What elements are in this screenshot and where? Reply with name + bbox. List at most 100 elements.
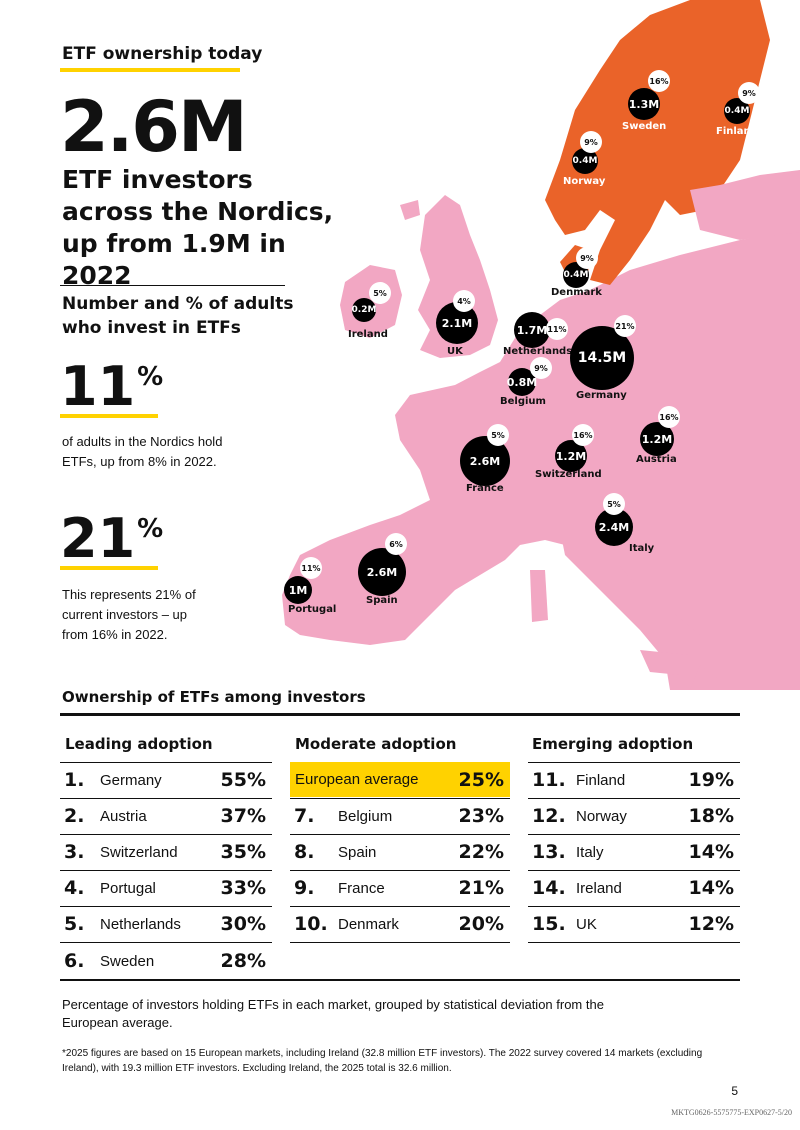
bubble-france: 2.6M <box>460 436 510 486</box>
rank: 13. <box>532 841 566 863</box>
map-nordics <box>545 0 770 285</box>
stat-investors-desc: This represents 21% of current investors… <box>62 587 196 642</box>
table-row: 2. Austria 37% <box>64 798 272 834</box>
pct-netherlands: 11% <box>546 318 568 340</box>
map-italy <box>560 530 740 690</box>
label-austria: Austria <box>636 454 677 465</box>
rank: 4. <box>64 877 85 899</box>
table-row: 10. Denmark 20% <box>294 906 510 942</box>
row-divider <box>290 870 510 871</box>
page-number: 5 <box>731 1084 738 1098</box>
col-leading-rule <box>60 762 272 763</box>
label-norway: Norway <box>563 176 606 187</box>
country-name: Austria <box>100 807 147 825</box>
value: 21% <box>458 877 504 899</box>
divider <box>60 285 285 286</box>
value: 30% <box>220 913 266 935</box>
row-divider <box>60 834 272 835</box>
rank: 12. <box>532 805 566 827</box>
stat-investors-pct: 21% <box>60 512 163 566</box>
map-sardinia <box>530 570 548 622</box>
value: 37% <box>220 805 266 827</box>
col-moderate-heading: Moderate adoption <box>295 735 457 753</box>
row-divider <box>290 942 510 943</box>
row-divider <box>290 906 510 907</box>
metric-title: Number and % of adults who invest in ETF… <box>62 294 294 338</box>
pct-germany: 21% <box>614 315 636 337</box>
country-name: Denmark <box>338 915 399 933</box>
pct-denmark: 9% <box>576 247 598 269</box>
value: 33% <box>220 877 266 899</box>
section-label: ETF ownership today <box>62 44 263 64</box>
european-average-row: European average 25% <box>290 762 510 797</box>
rank: 9. <box>294 877 315 899</box>
pct-austria: 16% <box>658 406 680 428</box>
map-continental-europe <box>282 230 800 690</box>
row-divider <box>528 834 740 835</box>
map-sicily <box>640 650 690 675</box>
bubble-italy: 2.4M <box>595 508 633 546</box>
stat-adults-underline <box>60 414 158 418</box>
european-average-label: European average <box>295 771 419 788</box>
ownership-title: Ownership of ETFs among investors <box>62 688 366 706</box>
value: 22% <box>458 841 504 863</box>
rank: 8. <box>294 841 315 863</box>
label-belgium: Belgium <box>500 396 546 407</box>
big-number: 2.6M <box>60 86 248 168</box>
label-spain: Spain <box>366 595 398 606</box>
label-portugal: Portugal <box>288 604 337 615</box>
label-switzerland: Switzerland <box>535 469 602 480</box>
row-divider <box>528 870 740 871</box>
pct-italy: 5% <box>603 493 625 515</box>
rank: 6. <box>64 950 85 972</box>
bubble-austria: 1.2M <box>640 422 674 456</box>
row-divider <box>528 942 740 943</box>
country-name: Portugal <box>100 879 156 897</box>
label-germany: Germany <box>576 390 627 401</box>
table-caption: Percentage of investors holding ETFs in … <box>62 997 604 1030</box>
pct-portugal: 11% <box>300 557 322 579</box>
row-divider <box>60 870 272 871</box>
pct-spain: 6% <box>385 533 407 555</box>
label-uk: UK <box>447 346 463 357</box>
value: 23% <box>458 805 504 827</box>
country-name: Spain <box>338 843 377 861</box>
pct-france: 5% <box>487 424 509 446</box>
country-name: Finland <box>576 771 626 789</box>
rank: 2. <box>64 805 85 827</box>
stat-investors-value: 21 <box>60 507 136 570</box>
map-scottish-isles <box>400 200 420 220</box>
row-divider <box>60 942 272 943</box>
subhead: ETF investors across the Nordics, up fro… <box>62 165 334 290</box>
col-emerging-rule <box>528 762 740 763</box>
rank: 14. <box>532 877 566 899</box>
table-row: 7. Belgium 23% <box>294 798 510 834</box>
value: 19% <box>688 769 734 791</box>
label-sweden: Sweden <box>622 121 667 132</box>
pct-switzerland: 16% <box>572 424 594 446</box>
rank: 10. <box>294 913 328 935</box>
rank: 11. <box>532 769 566 791</box>
document-code: MKTG0626-5575775-EXP0627-5/20 <box>671 1108 792 1117</box>
section-label-underline <box>60 68 240 72</box>
country-name: Belgium <box>338 807 393 825</box>
table-row: 3. Switzerland 35% <box>64 834 272 870</box>
table-row: 8. Spain 22% <box>294 834 510 870</box>
table-row: 6. Sweden 28% <box>64 943 272 979</box>
country-name: UK <box>576 915 597 933</box>
table-row: 12. Norway 18% <box>532 798 740 834</box>
row-divider <box>528 906 740 907</box>
stat-adults-desc: of adults in the Nordics hold ETFs, up f… <box>62 434 223 469</box>
table-row: 9. France 21% <box>294 870 510 906</box>
label-denmark: Denmark <box>551 287 602 298</box>
value: 28% <box>220 950 266 972</box>
table-row: 4. Portugal 33% <box>64 870 272 906</box>
rank: 7. <box>294 805 315 827</box>
table-row: 5. Netherlands 30% <box>64 906 272 942</box>
pct-sweden: 16% <box>648 70 670 92</box>
country-name: Ireland <box>576 879 622 897</box>
label-ireland: Ireland <box>348 329 388 340</box>
row-divider <box>290 834 510 835</box>
rank: 15. <box>532 913 566 935</box>
col-leading-heading: Leading adoption <box>65 735 213 753</box>
